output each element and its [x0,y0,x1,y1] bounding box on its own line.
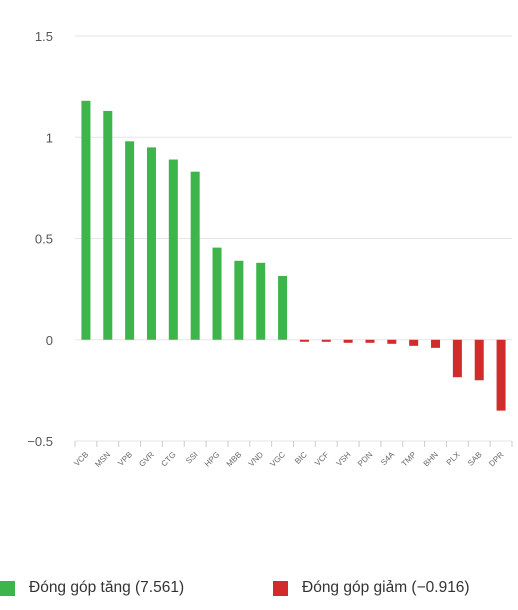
x-tick-label: GVR [137,450,156,469]
bar [299,339,309,342]
x-tick-label: VCB [72,450,90,468]
bar [212,247,222,340]
y-tick-label: 1 [46,130,53,145]
y-tick-label: 1.5 [35,29,53,44]
x-tick-label: S4A [379,450,397,468]
x-tick-label: VPB [116,450,134,468]
x-tick-label: SAB [466,450,484,468]
bar [387,339,397,344]
bar [125,141,135,340]
bar [168,159,178,340]
y-tick-label: 0 [46,333,53,348]
bar [234,260,244,340]
x-tick-label: TMP [400,450,418,468]
x-tick-label: PLX [445,450,463,468]
x-tick-label: VND [247,450,265,468]
x-tick-label: PDN [356,450,374,468]
bar [321,339,331,342]
bar [103,110,113,340]
legend-label-increase: Đóng góp tăng (7.561) [29,579,185,596]
legend-swatch-increase [0,580,15,596]
bar [278,275,288,340]
bar [409,339,419,346]
x-tick-label: MBB [225,450,244,469]
bar [81,100,91,340]
bar [343,339,353,343]
x-tick-label: DPR [487,450,505,468]
x-tick-label: VCF [313,450,331,468]
x-tick-label: HPG [203,450,222,469]
legend-item-decrease[interactable]: Đóng góp giảm (−0.916) [273,578,470,598]
x-tick-label: MSN [93,450,112,469]
bar [431,339,441,348]
bar [190,171,200,340]
legend-label-decrease: Đóng góp giảm (−0.916) [302,579,470,596]
x-tick-label: VGC [268,450,287,469]
x-tick-label: BIC [293,450,309,466]
bar [256,262,266,340]
bar [474,339,484,381]
bar [496,339,506,411]
x-tick-label: VSH [335,450,353,468]
bar [146,147,156,340]
legend-swatch-decrease [273,580,288,596]
x-tick-label: CTG [159,450,177,468]
x-tick-label: SSI [184,450,199,465]
bar [365,339,375,343]
x-tick-label: BHN [422,450,440,468]
y-tick-label: 0.5 [35,232,53,247]
bar [452,339,462,378]
y-tick-label: −0.5 [27,434,53,449]
legend-item-increase[interactable]: Đóng góp tăng (7.561) [0,578,184,598]
